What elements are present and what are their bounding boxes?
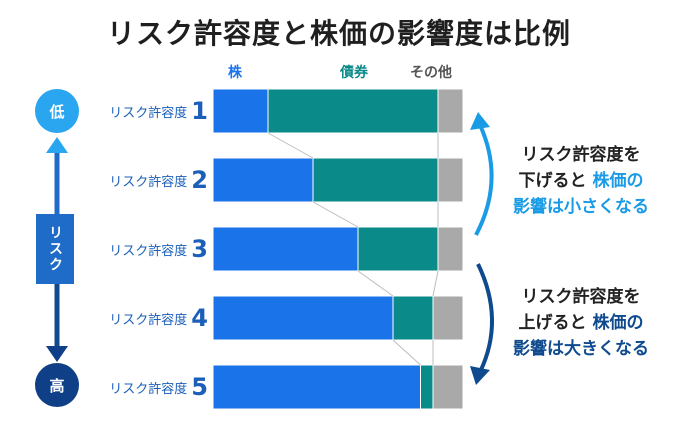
bar-r1-stock (212, 88, 269, 134)
bar-r4-bond (392, 295, 434, 341)
connector-line (357, 270, 394, 297)
legend-bond: 債券 (340, 65, 368, 81)
curved-arrow-up-icon (470, 112, 490, 130)
bar-r5-bond (420, 364, 434, 410)
row-label-3: リスク許容度 3 (109, 235, 208, 263)
bar-r1-other (437, 88, 464, 134)
risk-axis-label: リスク (36, 214, 74, 284)
connector-line (432, 270, 439, 297)
bar-r2-other (437, 157, 464, 203)
connector-line (267, 132, 314, 159)
chart-title: リスク許容度と株価の影響度は比例 (106, 17, 571, 50)
low-risk-badge: 低 (35, 89, 79, 133)
connector-line (392, 339, 421, 366)
connector-line (312, 201, 359, 228)
bar-r3-other (437, 226, 464, 272)
legend-other: その他 (410, 65, 452, 81)
bar-r4-stock (212, 295, 394, 341)
row-label-1: リスク許容度 1 (109, 97, 208, 125)
note-lower-risk: リスク許容度を 下げると 株価の 影響は小さくなる (513, 145, 649, 217)
bar-r1-bond (267, 88, 439, 134)
bar-r2-stock (212, 157, 314, 203)
bar-r5-other (432, 364, 464, 410)
high-risk-badge: 高 (35, 363, 79, 407)
legend-stock: 株 (228, 65, 242, 81)
bar-r3-bond (357, 226, 439, 272)
row-label-4: リスク許容度 4 (109, 304, 208, 332)
bar-r2-bond (312, 157, 439, 203)
bar-r4-other (432, 295, 464, 341)
bar-r3-stock (212, 226, 359, 272)
row-label-2: リスク許容度 2 (109, 166, 208, 194)
bar-r5-stock (212, 364, 421, 410)
curved-arrow-up-line (474, 124, 494, 236)
curved-arrow-down-line (476, 263, 494, 373)
arrow-down-icon (46, 346, 68, 362)
row-label-5: リスク許容度 5 (109, 373, 208, 401)
curved-arrow-down-icon (470, 366, 490, 385)
note-higher-risk: リスク許容度を 上げると 株価の 影響は大きくなる (513, 287, 649, 359)
arrow-up-icon (46, 137, 68, 153)
